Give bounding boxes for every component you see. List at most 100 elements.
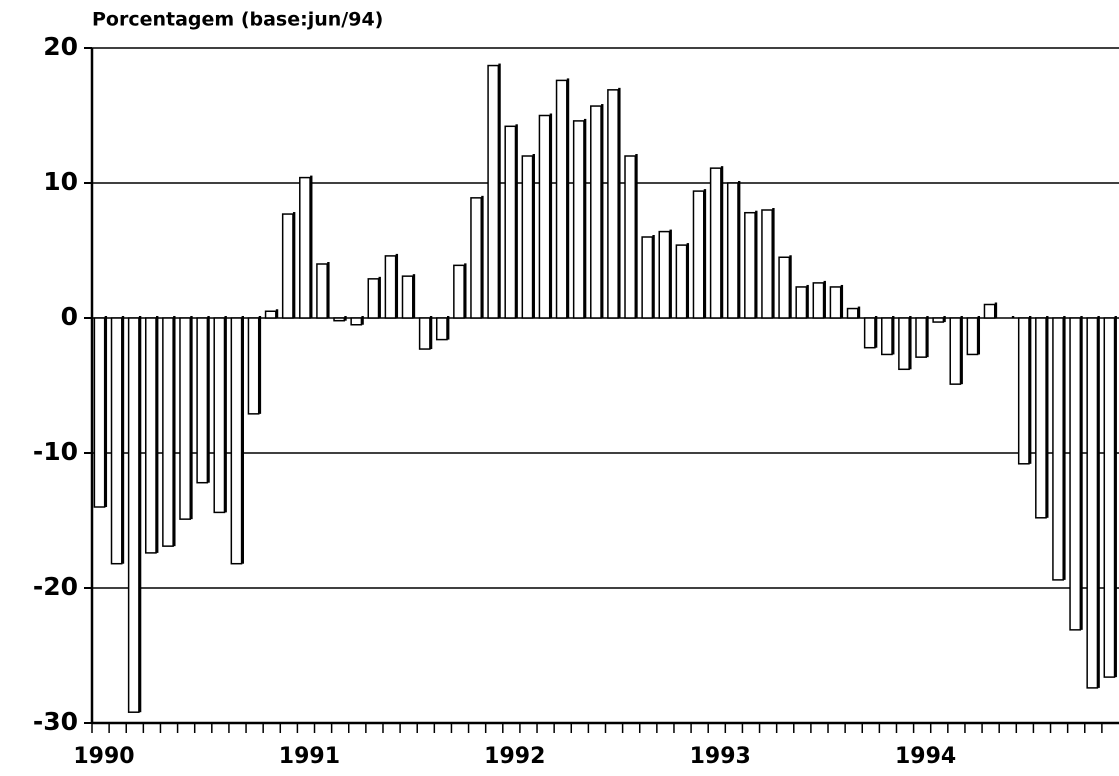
bar <box>521 155 534 319</box>
bar-side <box>977 316 981 355</box>
bar <box>846 307 859 319</box>
bar <box>1035 317 1047 519</box>
bar-side <box>1028 316 1032 464</box>
bar <box>418 317 431 350</box>
bar-side <box>292 212 296 318</box>
bar <box>863 317 876 349</box>
bar <box>881 317 893 356</box>
bar-side <box>258 316 262 414</box>
bar-side <box>138 316 142 713</box>
x-tick-label: 1991 <box>279 744 340 769</box>
bar-side <box>669 229 672 318</box>
bar <box>179 317 191 520</box>
bar-side <box>909 316 912 370</box>
bar-side <box>755 210 758 318</box>
x-tick-label: 1993 <box>690 744 751 769</box>
bar-side <box>1011 316 1015 318</box>
bar <box>898 317 910 371</box>
bar <box>983 303 996 319</box>
bar <box>316 263 328 319</box>
bar-side <box>327 262 330 318</box>
bar-side <box>224 316 227 513</box>
x-tick-label: 1994 <box>895 744 956 769</box>
bar-side <box>156 316 159 553</box>
bar <box>932 317 945 323</box>
bar <box>247 317 260 415</box>
bar <box>761 209 773 319</box>
bar <box>1017 317 1030 465</box>
bar <box>504 125 517 319</box>
bar-side <box>446 316 450 340</box>
bar <box>709 167 722 319</box>
bar <box>230 317 243 565</box>
bar <box>350 317 363 326</box>
bar-side <box>703 189 707 318</box>
bar-side <box>960 316 963 385</box>
bar-side <box>772 208 775 318</box>
bar <box>915 317 928 358</box>
y-tick-label: 20 <box>43 32 78 61</box>
bar <box>470 197 482 319</box>
bar-side <box>1114 316 1117 678</box>
bar-side <box>361 316 364 325</box>
bar-side <box>1080 316 1083 630</box>
y-tick-label: -10 <box>33 437 78 466</box>
bar <box>590 105 602 319</box>
bar <box>692 190 705 319</box>
bar <box>538 114 551 319</box>
bar-side <box>720 166 724 318</box>
bar-side <box>806 284 809 318</box>
bar-side <box>874 316 878 348</box>
bar <box>401 275 414 319</box>
bar-side <box>1063 316 1066 580</box>
y-axis-label: Porcentagem (base:jun/94) <box>92 9 383 31</box>
bar-side <box>583 118 587 319</box>
bar <box>367 278 380 319</box>
bar <box>435 317 448 341</box>
bar-side <box>857 306 861 318</box>
y-tick-label: 0 <box>61 302 78 331</box>
bar-side <box>1097 316 1100 688</box>
bar-side <box>840 284 844 318</box>
x-tick-label: 1992 <box>484 744 545 769</box>
y-tick-label: -30 <box>33 707 78 736</box>
bar-side <box>618 87 621 318</box>
bar <box>1052 317 1064 581</box>
bar-side <box>635 154 638 318</box>
bar-side <box>378 276 381 318</box>
bar <box>812 282 825 319</box>
bar-side <box>601 104 604 318</box>
bar-side <box>737 181 741 318</box>
bar <box>966 317 979 356</box>
bar-side <box>549 113 553 318</box>
bar-side <box>789 255 792 318</box>
bar <box>624 155 637 319</box>
bar <box>778 256 791 319</box>
bar <box>93 317 106 508</box>
bar-side <box>190 316 193 520</box>
bar <box>607 89 619 319</box>
bar-side <box>532 154 535 318</box>
bar-side <box>104 316 108 507</box>
bar <box>162 317 174 547</box>
bar <box>829 286 842 319</box>
bar <box>795 286 808 319</box>
x-tick-label: 1990 <box>73 744 134 769</box>
bar-side <box>652 235 655 318</box>
bar <box>127 317 140 713</box>
bar <box>1103 317 1116 678</box>
bar-side <box>481 195 484 318</box>
bar-side <box>310 175 313 318</box>
bar <box>949 317 962 385</box>
bar-side <box>429 316 433 350</box>
bar-side <box>515 124 518 318</box>
bar-side <box>686 243 690 318</box>
bar <box>110 317 123 565</box>
bar-side <box>412 274 416 318</box>
bar-side <box>566 78 570 319</box>
bar <box>453 264 465 319</box>
bar <box>299 176 311 319</box>
bar-side <box>823 280 826 318</box>
bar <box>487 64 500 319</box>
